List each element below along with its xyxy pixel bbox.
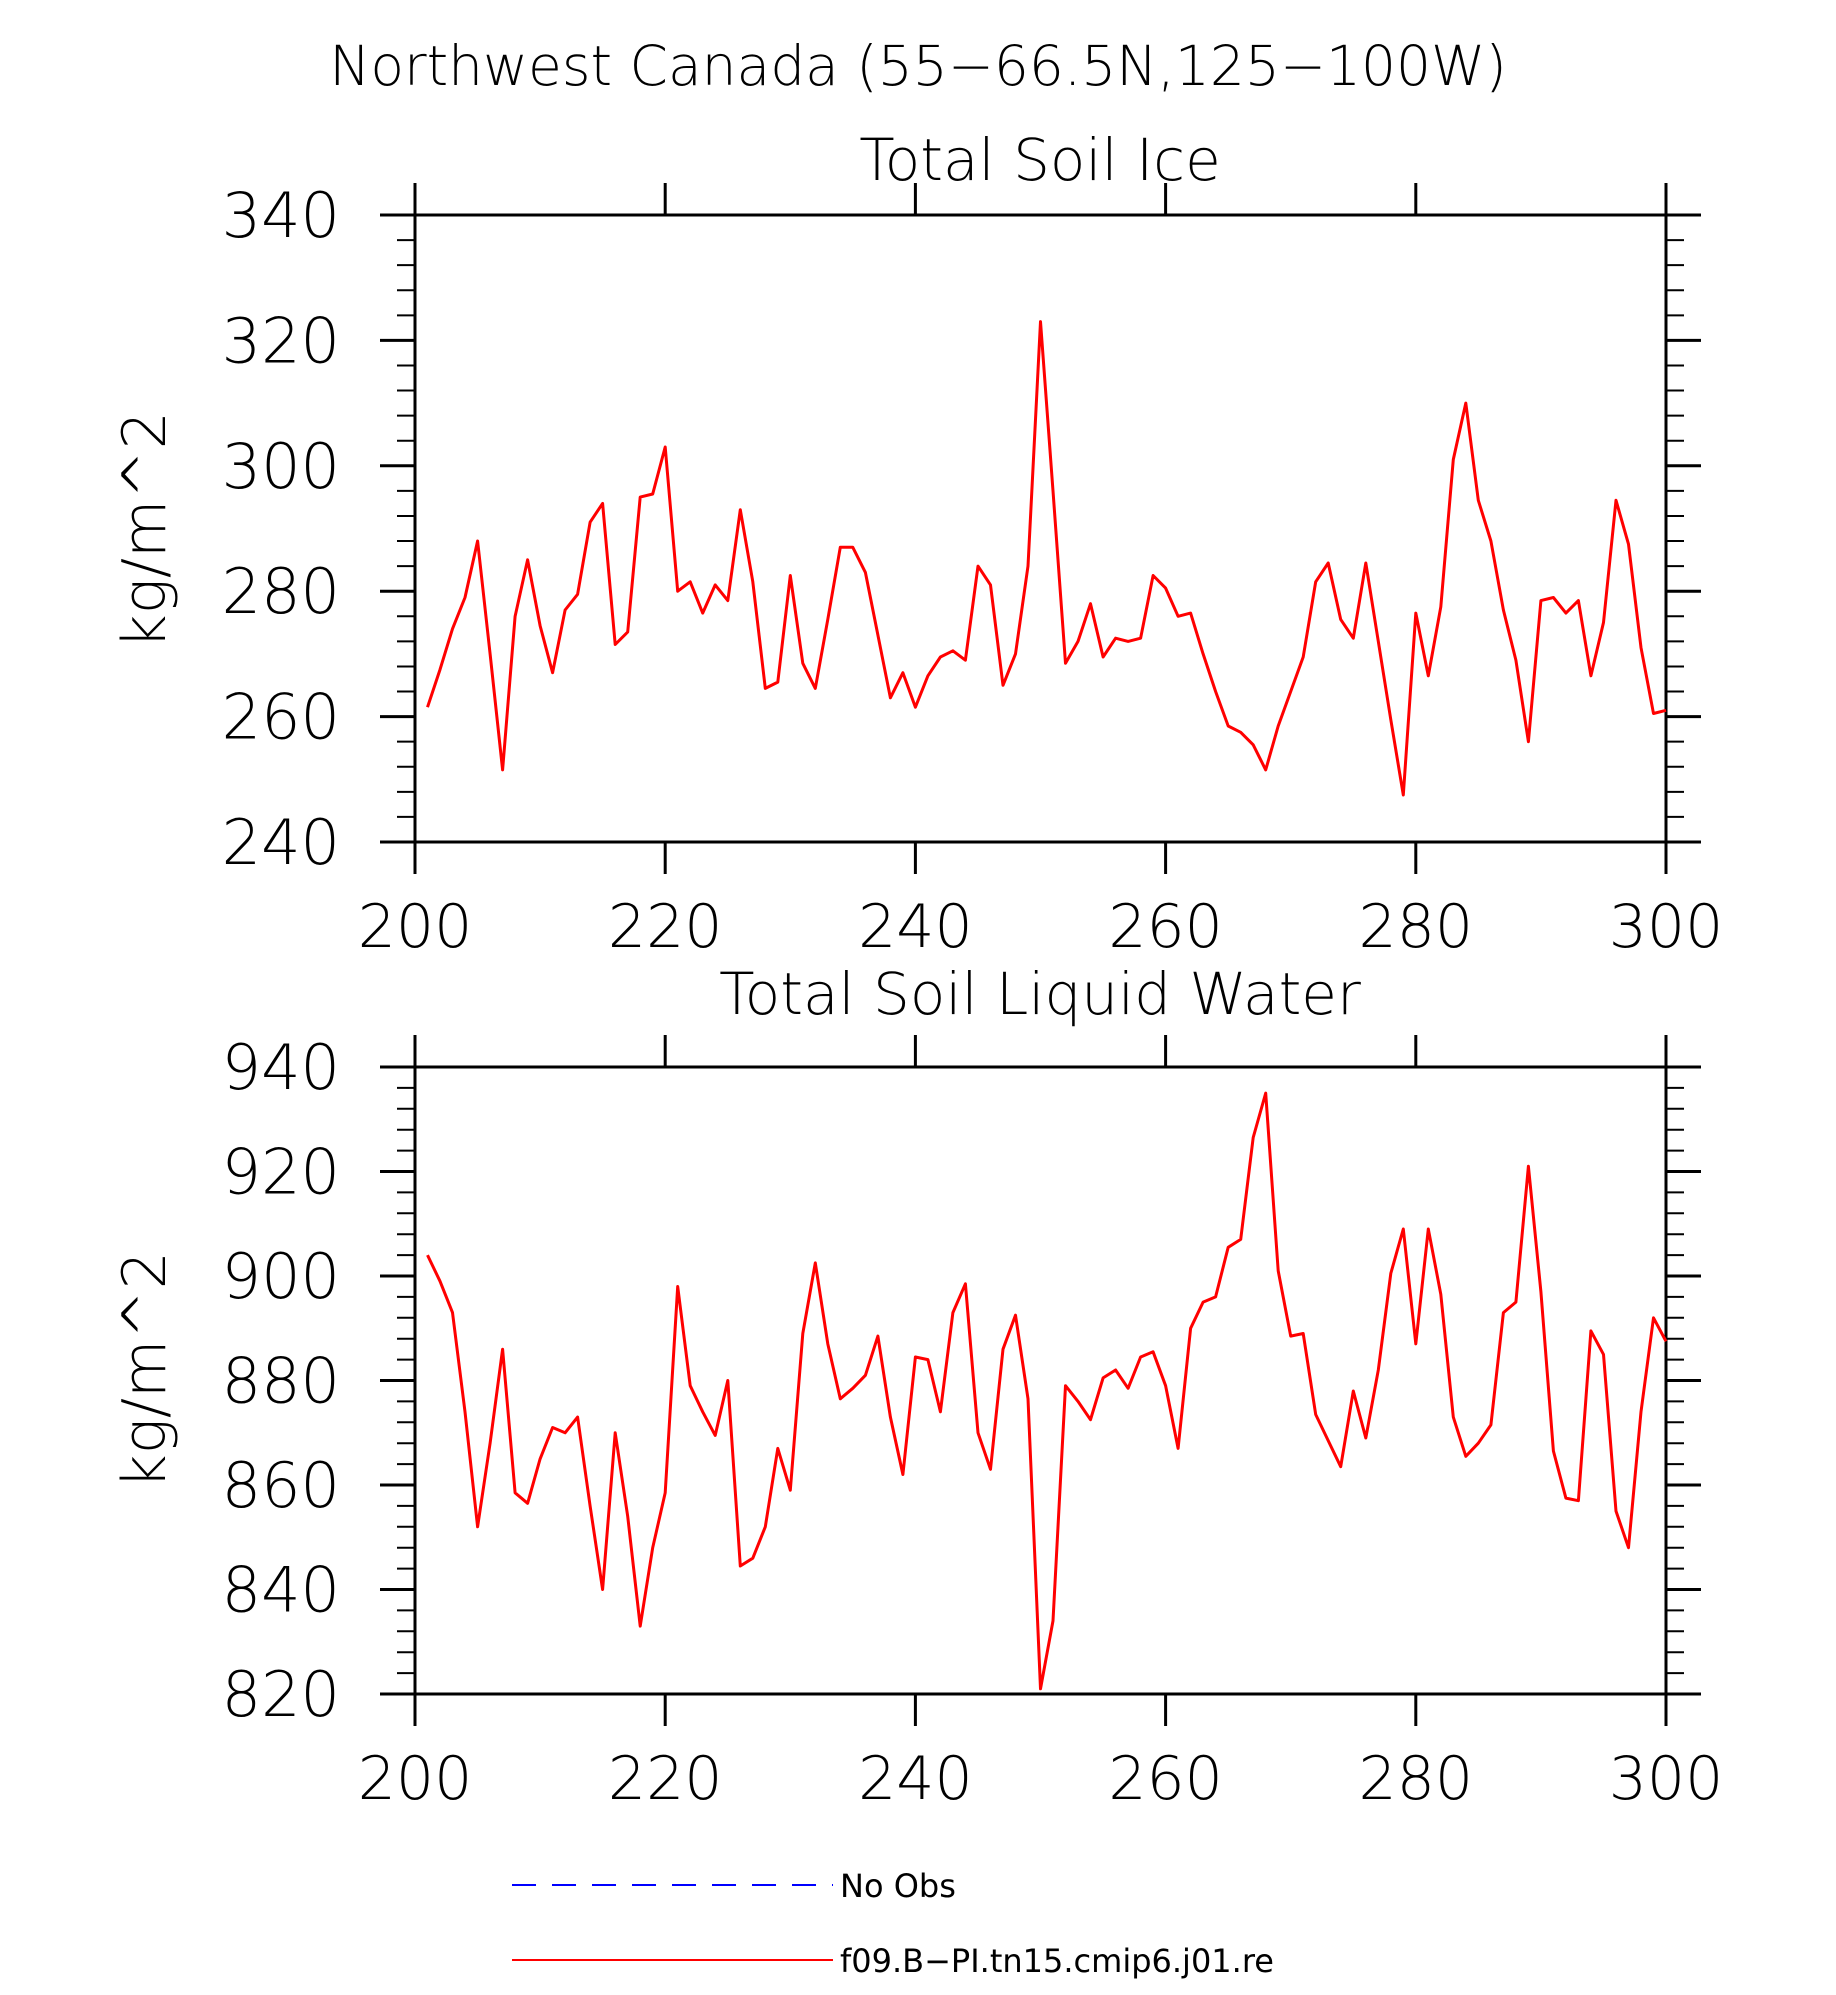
y-axis-label: kg/m^2 <box>110 411 180 649</box>
x-tick-label: 220 <box>608 1744 723 1814</box>
x-tick-label: 240 <box>858 1744 973 1814</box>
x-tick-label: 300 <box>1609 1744 1724 1814</box>
y-tick-label: 260 <box>222 681 340 754</box>
y-tick-label: 300 <box>222 430 340 503</box>
y-tick-label: 860 <box>222 1449 340 1522</box>
y-tick-label: 940 <box>222 1031 340 1104</box>
chart-title: Total Soil Liquid Water <box>719 960 1361 1028</box>
x-tick-label: 300 <box>1609 892 1724 962</box>
x-tick-label: 200 <box>358 1744 473 1814</box>
x-tick-label: 280 <box>1359 892 1474 962</box>
legend: No Obs f09.B−PI.tn15.cmip6.j01.re <box>512 1867 1274 1980</box>
figure-title: Northwest Canada (55−66.5N,125−100W) <box>329 34 1507 98</box>
x-tick-label: 260 <box>1108 1744 1223 1814</box>
series-line <box>426 1091 1668 1691</box>
chart-panel-soil-liquid-water: Total Soil Liquid Water kg/m^2 200 220 240… <box>110 960 1723 1814</box>
series-line <box>426 320 1667 797</box>
y-tick-label: 840 <box>222 1554 340 1627</box>
legend-label-model-run: f09.B−PI.tn15.cmip6.j01.re <box>840 1942 1274 1980</box>
y-tick-label: 920 <box>222 1136 340 1209</box>
x-tick-label: 200 <box>358 892 473 962</box>
chart-panel-soil-ice: Total Soil Ice kg/m^2 200 220 240 260 280 300… <box>110 126 1723 962</box>
chart-title: Total Soil Ice <box>859 126 1221 194</box>
plot-frame <box>413 213 1668 844</box>
x-tick-label: 220 <box>608 892 723 962</box>
x-tick-label: 240 <box>858 892 973 962</box>
x-tick-label: 260 <box>1108 892 1223 962</box>
y-tick-label: 900 <box>222 1240 340 1313</box>
y-tick-label: 340 <box>222 179 340 252</box>
y-tick-label: 820 <box>222 1658 340 1731</box>
y-tick-label: 320 <box>222 304 340 377</box>
plot-frame <box>413 1065 1668 1696</box>
legend-label-no-obs: No Obs <box>840 1867 956 1905</box>
x-tick-label: 280 <box>1359 1744 1474 1814</box>
y-axis-label: kg/m^2 <box>110 1251 180 1489</box>
y-tick-label: 280 <box>222 555 340 628</box>
y-tick-label: 240 <box>222 806 340 879</box>
y-tick-label: 880 <box>222 1345 340 1418</box>
